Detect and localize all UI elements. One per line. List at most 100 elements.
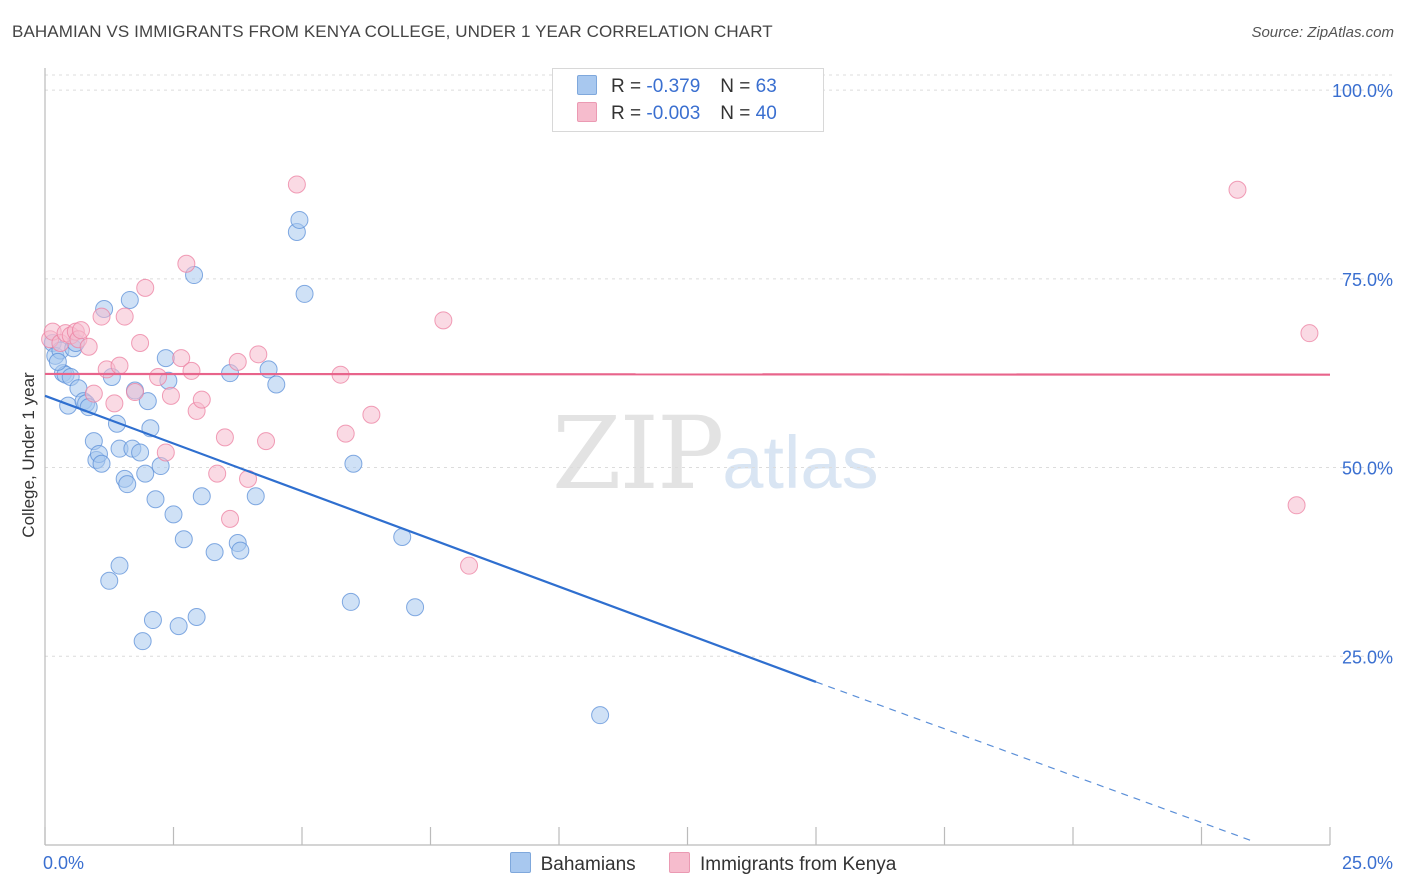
bahamians-point <box>246 487 265 506</box>
kenya-point <box>192 390 211 409</box>
kenya-point <box>161 386 180 405</box>
kenya-point <box>136 278 155 297</box>
bahamians-point <box>133 632 152 651</box>
bahamians-point <box>591 706 610 725</box>
kenya-point <box>177 254 196 273</box>
x-tick-label: 25.0% <box>1342 853 1393 873</box>
bottom-legend-label: Bahamians <box>540 854 636 875</box>
bahamians-point <box>192 487 211 506</box>
kenya-point <box>362 405 381 424</box>
kenya-point <box>172 349 191 368</box>
kenya-point <box>105 394 124 413</box>
bahamians-point <box>118 475 137 494</box>
bahamians-point <box>205 543 224 562</box>
y-tick-label: 25.0% <box>1342 647 1393 667</box>
kenya-point <box>149 367 168 386</box>
bahamians-point <box>164 505 183 524</box>
kenya-point <box>110 356 129 375</box>
source-label: Source: ZipAtlas.com <box>1251 24 1394 41</box>
legend-r-label: R = <box>611 103 642 124</box>
bahamians-point <box>146 490 165 509</box>
axes <box>44 68 1331 846</box>
y-axis-label: College, Under 1 year <box>19 372 38 538</box>
trend-lines <box>44 372 1331 842</box>
kenya-point <box>434 311 453 330</box>
legend-row-bahamians: R = -0.379 N = 63 <box>577 75 777 101</box>
legend-r-value: -0.379 <box>646 76 701 97</box>
kenya-point <box>156 443 175 462</box>
tick-labels: 25.0% 50.0% 75.0% 100.0% 0.0% 25.0% <box>43 81 1393 873</box>
bahamians-trend-line <box>44 394 817 683</box>
watermark: ZIPatlas <box>552 395 879 512</box>
kenya-point <box>460 556 479 575</box>
legend-n-label: N = <box>720 103 751 124</box>
x-tick-label: 0.0% <box>43 853 84 873</box>
watermark-zip: ZIP <box>552 395 724 512</box>
bottom-legend: Bahamians Immigrants from Kenya <box>0 852 1406 876</box>
bahamians-point <box>107 414 126 433</box>
bottom-legend-swatch-bahamians <box>509 852 531 873</box>
kenya-point <box>1287 496 1306 515</box>
kenya-point <box>84 384 103 403</box>
kenya-trend-line <box>44 372 1331 376</box>
bahamians-point <box>295 284 314 303</box>
bahamians-point <box>136 464 155 483</box>
bahamians-point <box>259 360 278 379</box>
kenya-point <box>287 175 306 194</box>
kenya-point <box>228 352 247 371</box>
bahamians-point <box>174 530 193 549</box>
kenya-point <box>221 509 240 528</box>
y-tick-label: 100.0% <box>1332 81 1393 101</box>
legend-row-kenya: R = -0.003 N = 40 <box>577 102 777 128</box>
legend-r-label: R = <box>611 76 642 97</box>
kenya-point <box>1300 324 1319 343</box>
bottom-legend-bahamians: Bahamians <box>509 852 636 876</box>
legend-r-value: -0.003 <box>646 103 701 124</box>
bottom-legend-kenya: Immigrants from Kenya <box>668 852 897 876</box>
legend-n-value: 63 <box>755 76 777 97</box>
bahamians-trend-extension <box>815 681 1254 842</box>
bahamians-point <box>290 210 309 229</box>
bahamians-point <box>187 608 206 627</box>
legend-swatch-kenya <box>577 102 597 122</box>
bahamians-point <box>341 592 360 611</box>
bahamians-point <box>48 352 67 371</box>
kenya-point <box>336 424 355 443</box>
bahamians-point <box>131 443 150 462</box>
bahamians-point <box>267 375 286 394</box>
kenya-point <box>182 361 201 380</box>
bahamians-point <box>100 571 119 590</box>
kenya-point <box>71 321 90 340</box>
kenya-point <box>79 337 98 356</box>
bahamians-point <box>231 541 250 560</box>
bahamians-point <box>138 392 157 411</box>
kenya-point <box>208 464 227 483</box>
bahamians-point <box>120 290 139 309</box>
legend-n-value: 40 <box>755 103 777 124</box>
y-tick-label: 50.0% <box>1342 459 1393 479</box>
kenya-point <box>92 307 111 326</box>
bahamians-point <box>169 617 188 636</box>
kenya-point <box>215 428 234 447</box>
bahamians-point <box>92 454 111 473</box>
gridlines <box>45 74 1395 657</box>
legend-n-label: N = <box>720 76 751 97</box>
kenya-point <box>1228 180 1247 199</box>
data-points <box>41 175 1319 725</box>
chart-title: BAHAMIAN VS IMMIGRANTS FROM KENYA COLLEG… <box>12 22 773 41</box>
watermark-atlas: atlas <box>722 421 879 504</box>
bahamians-point <box>344 454 363 473</box>
kenya-point <box>125 383 144 402</box>
kenya-point <box>257 432 276 451</box>
kenya-point <box>249 345 268 364</box>
legend-swatch-bahamians <box>577 75 597 95</box>
kenya-point <box>131 333 150 352</box>
bahamians-point <box>406 598 425 617</box>
bahamians-point <box>143 611 162 630</box>
y-tick-label: 75.0% <box>1342 270 1393 290</box>
bottom-legend-label: Immigrants from Kenya <box>699 854 897 875</box>
kenya-point <box>115 307 134 326</box>
bottom-legend-swatch-kenya <box>668 852 690 873</box>
bahamians-point <box>110 556 129 575</box>
